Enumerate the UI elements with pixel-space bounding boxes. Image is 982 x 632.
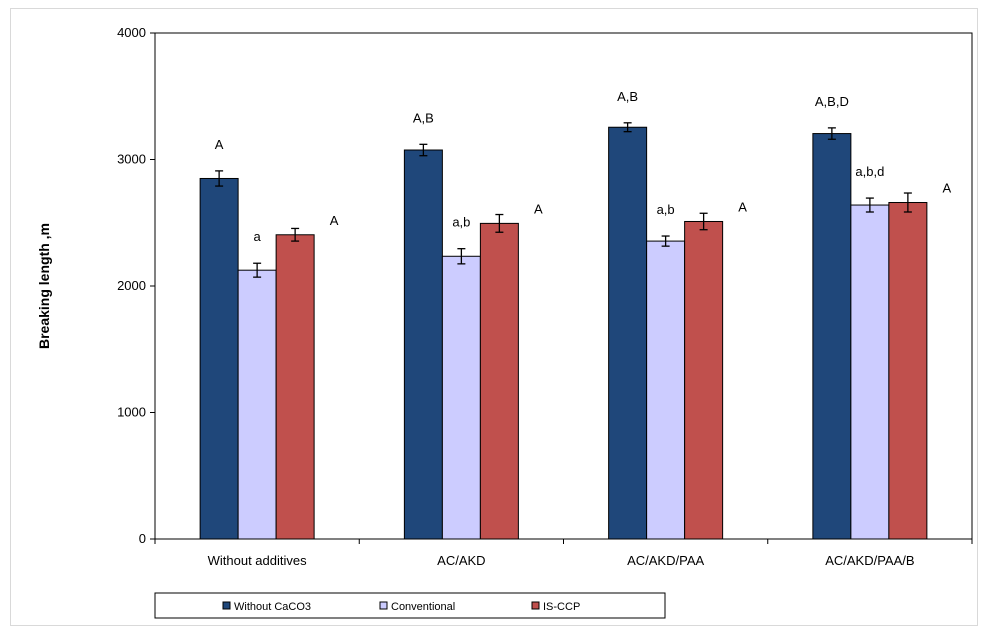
bar: [441, 255, 481, 540]
bar: [684, 220, 724, 540]
bar: [403, 149, 443, 540]
x-tick-label: AC/AKD/PAA: [627, 553, 704, 568]
bar-annotation: a,b: [452, 215, 470, 230]
x-tick-label: AC/AKD: [437, 553, 485, 568]
bar: [275, 234, 315, 540]
legend-swatch: [222, 601, 231, 610]
x-tick-label: Without additives: [208, 553, 307, 568]
legend-swatch: [531, 601, 540, 610]
bar-annotation: A: [534, 201, 543, 216]
bar-annotation: A,B: [413, 110, 434, 125]
x-tick-label: AC/AKD/PAA/B: [825, 553, 914, 568]
bar: [199, 177, 239, 540]
legend-label: Without CaCO3: [234, 601, 311, 613]
chart-frame: [10, 8, 978, 626]
y-axis-label: Breaking length ,m: [36, 223, 52, 349]
bar-annotation: A: [943, 181, 952, 196]
bar: [646, 240, 686, 540]
bar-annotation: A: [738, 199, 747, 214]
bar-annotation: A,B: [617, 89, 638, 104]
plot-area: 0 1000 2000 3000 4000 Without additives Aa A AC/…: [117, 25, 973, 568]
bar: [812, 133, 852, 540]
bar-annotation: a,b: [657, 202, 675, 217]
y-tick-label: 1000: [117, 405, 146, 420]
bar: [608, 126, 648, 540]
bar-annotation: A: [215, 137, 224, 152]
legend: Without CaCO3 Conventional IS-CCP: [154, 592, 666, 619]
legend-swatch: [379, 601, 388, 610]
legend-label: IS-CCP: [543, 601, 580, 613]
legend-label: Conventional: [391, 601, 455, 613]
bar-annotation: a,b,d: [855, 164, 884, 179]
bar-annotation: a: [254, 229, 262, 244]
bar-annotation: A: [330, 213, 339, 228]
y-tick-label: 0: [139, 531, 146, 546]
bar: [479, 222, 519, 540]
bar: [888, 202, 928, 540]
bar: [237, 269, 277, 540]
bar-annotation: A,B,D: [815, 94, 849, 109]
bar: [850, 204, 890, 540]
y-tick-label: 3000: [117, 152, 146, 167]
y-tick-label: 2000: [117, 278, 146, 293]
y-tick-label: 4000: [117, 25, 146, 40]
legend-box: [154, 592, 666, 619]
